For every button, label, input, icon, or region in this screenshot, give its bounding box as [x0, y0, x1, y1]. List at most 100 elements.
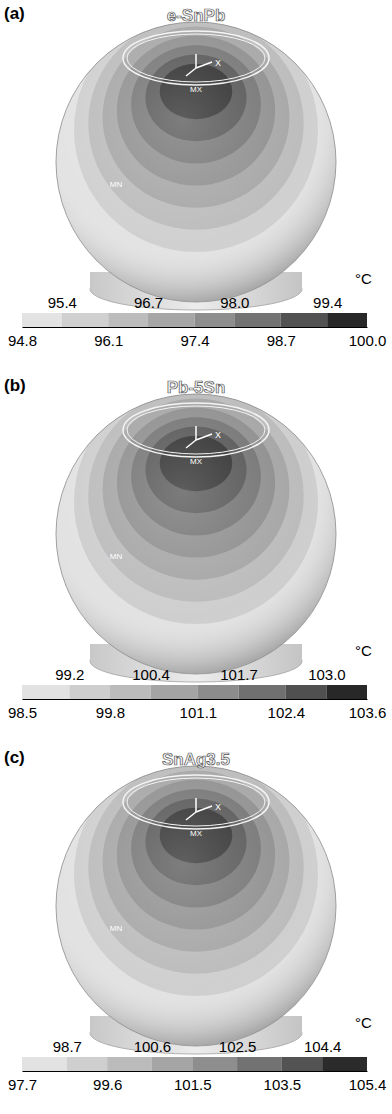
tick-label: 98.7: [53, 1038, 82, 1055]
tick-label: 95.4: [48, 294, 77, 311]
colorbar: 97.799.6101.5103.5105.498.7100.6102.5104…: [8, 1038, 386, 1093]
colorbar-band: [110, 685, 151, 699]
colorbar-band: [62, 313, 108, 327]
tick-label: 100.4: [132, 666, 170, 683]
tick: 99.2: [55, 666, 84, 685]
tick: 100.4: [132, 666, 170, 685]
tick: 98.5: [8, 699, 37, 721]
tick: 98.7: [53, 1038, 82, 1057]
tick: 100.0: [349, 327, 387, 349]
tick-label: 98.5: [8, 704, 37, 721]
axis-line: [23, 1071, 368, 1072]
tick-label: 98.7: [267, 332, 296, 349]
tick-label: 99.2: [55, 666, 84, 683]
colorbar-band: [195, 313, 235, 327]
axis-line: [23, 685, 368, 686]
colorbar-band: [107, 1057, 152, 1071]
colorbar: 94.896.197.498.7100.095.496.798.099.4: [8, 294, 386, 349]
sphere: [56, 8, 336, 302]
interface-ring: [123, 775, 269, 829]
colorbar-axis: 97.799.6101.5103.5105.4: [8, 1071, 386, 1093]
tick: 97.4: [180, 327, 209, 349]
sphere-outline: [56, 766, 336, 1046]
panel-label: (c): [4, 748, 25, 767]
panel: (b)XPb-5SnMXMN°C98.599.8101.1102.4103.69…: [4, 376, 386, 721]
axis-triad: [195, 426, 197, 440]
colorbar-band: [108, 313, 148, 327]
tick: 95.4: [48, 294, 77, 313]
tick: 105.4: [349, 1071, 387, 1093]
tick: 103.6: [349, 699, 387, 721]
tick: 98.7: [267, 327, 296, 349]
sphere-shading: [56, 766, 336, 1046]
colorbar-band: [22, 1057, 67, 1071]
colorbar-axis: 98.599.8101.1102.4103.6: [8, 699, 386, 721]
colorbar-band: [198, 685, 239, 699]
unit: °C: [355, 1014, 372, 1031]
axis-line: [23, 313, 368, 314]
unit: °C: [355, 642, 372, 659]
tick-label: 105.4: [349, 1076, 387, 1093]
title: e-SnPb: [167, 6, 226, 25]
tick: 97.7: [8, 1071, 37, 1093]
max-label: MX: [190, 457, 203, 466]
tick-label: 99.4: [313, 294, 342, 311]
colorbar: 98.599.8101.1102.4103.699.2100.4101.7103…: [8, 666, 386, 721]
contour-band: [56, 394, 336, 674]
interface-ring: [127, 406, 265, 454]
tick-label: 97.4: [180, 332, 209, 349]
axis-triad: [186, 812, 196, 820]
tick: 100.6: [134, 1038, 172, 1057]
panel-label: (b): [4, 376, 26, 395]
axis-label: X: [215, 802, 221, 812]
sphere: [56, 752, 336, 1046]
tick-label: 99.6: [93, 1076, 122, 1093]
title: SnAg3.5: [162, 750, 230, 769]
tick-label: 100.6: [134, 1038, 172, 1055]
colorbar-band: [326, 685, 367, 699]
interface-ring: [127, 778, 265, 826]
axis-label: X: [215, 58, 221, 68]
axis-label: X: [215, 430, 221, 440]
interface-ring: [123, 31, 269, 85]
panel-label: (a): [4, 4, 25, 23]
tick: 94.8: [8, 327, 37, 349]
sphere: [56, 380, 336, 674]
tick: 102.4: [268, 699, 306, 721]
tick: 99.4: [313, 294, 342, 313]
colorbar-band: [327, 313, 367, 327]
axis-triad: [195, 54, 197, 68]
colorbar-band: [69, 685, 110, 699]
tick: 96.7: [134, 294, 163, 313]
sphere-shading: [56, 22, 336, 302]
title: Pb-5Sn: [167, 378, 226, 397]
tick: 102.5: [219, 1038, 257, 1057]
tick-label: 100.0: [349, 332, 387, 349]
colorbar-band: [152, 1057, 192, 1071]
contour-band: [56, 22, 336, 302]
tick-label: 99.8: [96, 704, 125, 721]
tick-label: 101.5: [174, 1076, 212, 1093]
colorbar-band: [22, 685, 69, 699]
colorbar-band: [151, 685, 198, 699]
interface-ring: [127, 34, 265, 82]
tick-label: 101.7: [220, 666, 258, 683]
colorbar-axis: 95.496.798.099.4: [23, 294, 368, 314]
tick: 104.4: [304, 1038, 342, 1057]
panel: (a)Xe-SnPbMXMN°C94.896.197.498.7100.095.…: [4, 4, 386, 349]
axis-triad: [196, 434, 212, 440]
axis-line: [23, 1057, 368, 1058]
colorbar-axis: 98.7 100.6 102.5 104.4: [23, 1038, 368, 1058]
tick: 101.5: [174, 1071, 212, 1093]
colorbar-band: [238, 685, 285, 699]
max-label: MX: [190, 85, 203, 94]
tick-label: 104.4: [304, 1038, 342, 1055]
tick: 99.8: [96, 699, 125, 721]
axis-triad: [196, 806, 212, 812]
min-label: MN: [110, 552, 123, 561]
colorbar-band: [322, 1057, 367, 1071]
tick: 96.1: [94, 327, 123, 349]
sphere-shading: [56, 394, 336, 674]
tick-label: 103.6: [349, 704, 387, 721]
min-label: MN: [110, 924, 123, 933]
